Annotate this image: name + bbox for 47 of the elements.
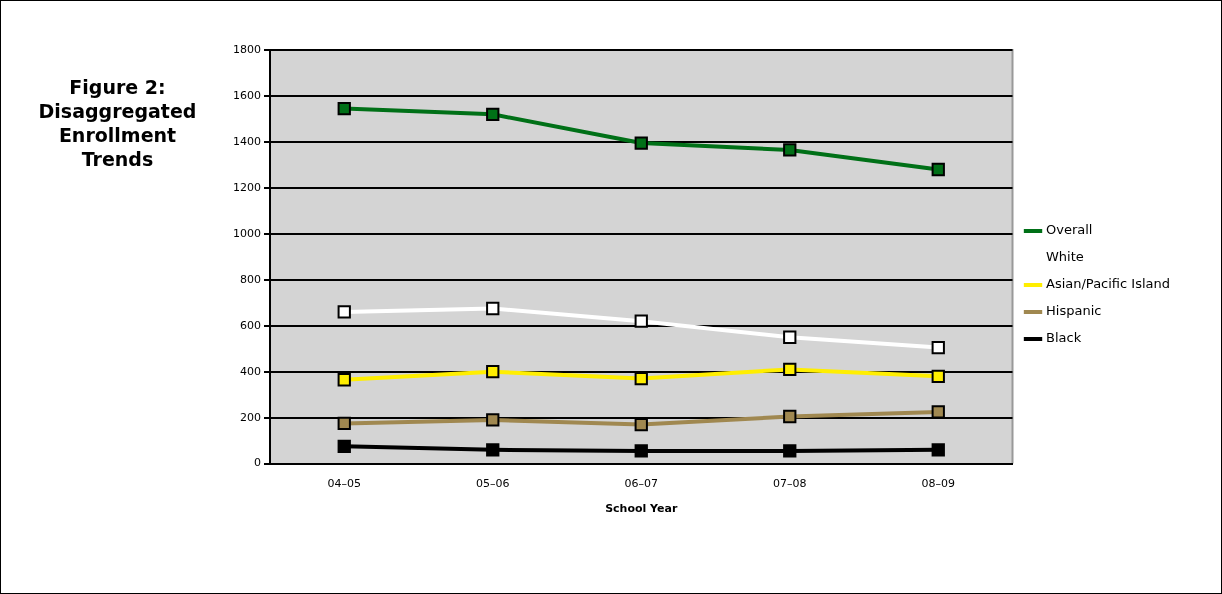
point [337, 101, 351, 116]
y-tick-label: 1400 [232, 134, 261, 148]
point [486, 107, 500, 121]
point [337, 373, 351, 387]
legend-label: Overall [1046, 222, 1093, 238]
y-tick-label: 0 [253, 456, 261, 470]
y-tick-label: 800 [239, 272, 261, 286]
point [783, 330, 797, 344]
y-tick-label: 1200 [232, 180, 261, 194]
y-tick-label: 200 [239, 410, 261, 424]
x-tick-label: 04–05 [327, 477, 361, 491]
x-tick-label: 07–08 [773, 477, 807, 491]
y-tick-label: 1000 [232, 226, 261, 240]
point [783, 409, 797, 424]
point [486, 301, 500, 316]
point [486, 443, 500, 457]
legend-label: Black [1046, 330, 1082, 346]
point [634, 417, 648, 432]
point [337, 416, 351, 431]
point [337, 305, 351, 319]
point [931, 405, 945, 419]
point [486, 365, 500, 379]
point [486, 413, 500, 427]
y-tick-label: 600 [239, 318, 261, 332]
point [634, 314, 648, 328]
point [783, 143, 797, 157]
y-tick-label: 400 [239, 364, 261, 378]
x-tick-label: 08–09 [921, 477, 956, 491]
text: White [1046, 249, 1084, 265]
point [931, 340, 945, 355]
text: Figure 2: Disaggregated Enrollment Trends [37, 75, 198, 171]
point [634, 371, 648, 386]
point [931, 443, 945, 457]
point [783, 362, 797, 377]
point [783, 444, 797, 458]
y-tick-label: 1800 [232, 42, 261, 56]
y-tick-label: 1600 [232, 88, 261, 102]
x-tick-label: 06–07 [624, 477, 658, 491]
legend-label: Asian/Pacific Island [1046, 276, 1171, 292]
point [337, 439, 351, 454]
point [931, 162, 945, 177]
point [634, 444, 648, 458]
x-tick-label: 05–06 [476, 477, 510, 491]
legend-label: Hispanic [1046, 303, 1102, 319]
x-axis-title: School Year [605, 502, 678, 516]
point [634, 136, 648, 150]
point [931, 369, 945, 383]
